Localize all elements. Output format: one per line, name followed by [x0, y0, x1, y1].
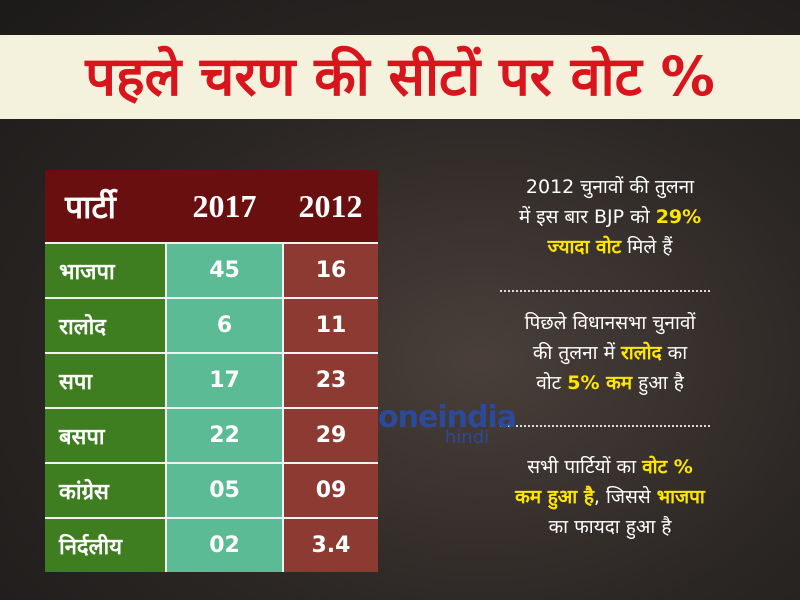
note-highlight: कम हुआ है: [515, 486, 594, 508]
note-text: वोट: [536, 372, 568, 394]
logo: oneindia hindi: [372, 400, 522, 448]
note-text: का फायदा हुआ है: [548, 516, 672, 538]
table-row: निर्दलीय 02 3.4: [45, 517, 378, 572]
title: पहले चरण की सीटों पर वोट %: [85, 45, 715, 108]
vote-cell: 09: [282, 462, 378, 518]
vote-cell: 29: [282, 407, 378, 463]
table-row: सपा 17 23: [45, 352, 378, 408]
note-highlight: 5% कम: [567, 372, 633, 394]
vote-cell: 16: [282, 242, 378, 298]
vote-cell: 17: [165, 352, 283, 408]
note-text: का: [661, 342, 688, 364]
table-row: रालोद 6 11: [45, 297, 378, 353]
note-text: की तुलना में: [532, 342, 621, 364]
note: सभी पार्टियों का वोट % कम हुआ है, जिससे …: [460, 452, 760, 542]
note-highlight: वोट %: [642, 456, 693, 478]
note-highlight: 29%: [655, 206, 702, 228]
column-header: 2012: [283, 170, 378, 243]
vote-cell: 45: [165, 242, 283, 298]
note-text: में इस बार BJP को: [518, 206, 656, 228]
vote-cell: 05: [165, 462, 283, 518]
note-highlight: ज्यादा वोट: [547, 236, 622, 258]
vote-cell: 22: [165, 407, 283, 463]
note-highlight: रालोद: [621, 342, 662, 364]
note: 2012 चुनावों की तुलना में इस बार BJP को …: [460, 172, 760, 262]
vote-cell: 3.4: [282, 517, 378, 572]
party-cell: कांग्रेस: [45, 462, 166, 518]
party-cell: सपा: [45, 352, 166, 408]
logo-name: oneindia: [378, 400, 517, 435]
vote-cell: 02: [165, 517, 283, 572]
note-text: मिले हैं: [621, 236, 673, 258]
note-text: सभी पार्टियों का: [527, 456, 643, 478]
party-cell: निर्दलीय: [45, 517, 166, 572]
party-cell: रालोद: [45, 297, 166, 353]
header-row: पार्टी 2017 2012: [45, 170, 378, 243]
note-text: 2012 चुनावों की तुलना: [525, 176, 695, 198]
party-cell: बसपा: [45, 407, 166, 463]
table-row: बसपा 22 29: [45, 407, 378, 463]
note-text: हुआ है: [632, 372, 684, 394]
table-body: भाजपा 45 16 रालोद 6 11 सपा 17 23 बसपा 22 29 कांग्रेस…: [45, 242, 378, 572]
note: पिछले विधानसभा चुनावों की तुलना में रालो…: [460, 308, 760, 398]
vote-cell: 11: [282, 297, 378, 353]
party-cell: भाजपा: [45, 242, 166, 298]
column-header: 2017: [166, 170, 283, 243]
vote-cell: 23: [282, 352, 378, 408]
table-row: कांग्रेस 05 09: [45, 462, 378, 518]
separator: [500, 290, 710, 292]
vote-cell: 6: [165, 297, 283, 353]
note-text: पिछले विधानसभा चुनावों: [524, 312, 696, 334]
column-header: पार्टी: [45, 170, 166, 243]
logo-sub: hindi: [444, 427, 490, 448]
separator: [500, 425, 710, 427]
vote-table: पार्टी 2017 2012 भाजपा 45 16 रालोद 6 11 सपा 17 2…: [45, 170, 378, 572]
note-text: , जिससे: [593, 486, 657, 508]
banner: पहले चरण की सीटों पर वोट %: [0, 35, 800, 119]
table-row: भाजपा 45 16: [45, 242, 378, 298]
note-highlight: भाजपा: [656, 486, 705, 508]
